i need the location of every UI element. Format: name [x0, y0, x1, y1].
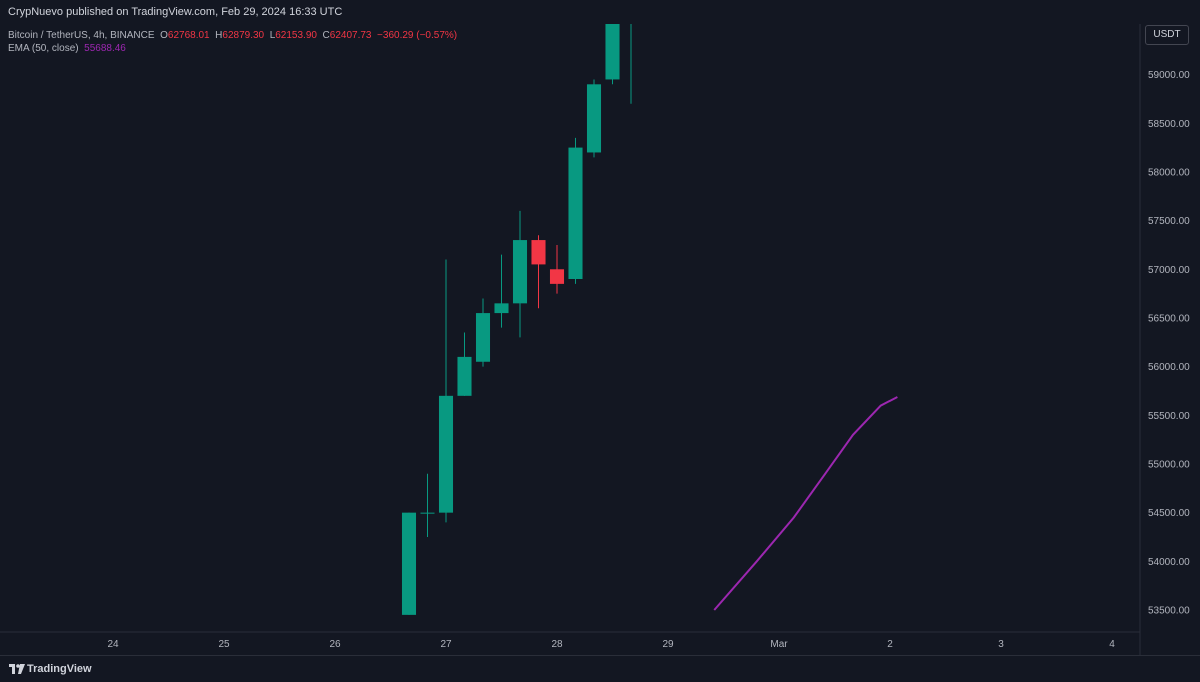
x-tick-label: 2 [887, 639, 893, 650]
candle-body[interactable] [512, 240, 528, 304]
x-tick-label: 3 [998, 639, 1004, 650]
y-tick-label: 54000.00 [1148, 557, 1190, 568]
candle-body[interactable] [475, 313, 491, 362]
candle-body[interactable] [457, 356, 472, 396]
price-chart[interactable]: 24 25 26 27 28 29 Mar 2 3 4 53500.00 54000.00 54500.… [0, 24, 1200, 655]
candle-body[interactable] [401, 512, 417, 615]
close-value: 62407.73 [329, 30, 372, 41]
x-tick-label: 27 [440, 639, 452, 650]
footer-brand: TradingView [27, 663, 92, 675]
y-tick-label: 58500.00 [1148, 119, 1190, 130]
symbol-legend-row[interactable]: Bitcoin / TetherUS, 4h, BINANCE O62768.0… [8, 29, 457, 42]
x-tick-label: Mar [770, 639, 788, 650]
high-label: H [215, 30, 223, 41]
high-value: 62879.30 [222, 30, 265, 41]
symbol-title: Bitcoin / TetherUS, 4h, BINANCE [8, 30, 155, 41]
y-tick-label: 57000.00 [1148, 265, 1190, 276]
ema-legend-row[interactable]: EMA (50, close) 55688.46 [8, 42, 457, 55]
x-tick-label: 4 [1109, 639, 1115, 650]
y-tick-label: 54500.00 [1148, 508, 1190, 519]
y-tick-label: 56000.00 [1148, 362, 1190, 373]
open-label: O [160, 30, 168, 41]
published-info: CrypNuevo published on TradingView.com, … [8, 6, 343, 18]
y-tick-label: 56500.00 [1148, 313, 1190, 324]
close-label: C [322, 30, 330, 41]
x-tick-label: 28 [551, 639, 563, 650]
ema-value: 55688.46 [84, 43, 126, 54]
change-value: −360.29 (−0.57%) [377, 30, 458, 41]
candle-body[interactable] [420, 512, 435, 514]
x-tick-label: 26 [329, 639, 341, 650]
y-tick-label: 53500.00 [1148, 606, 1190, 617]
y-tick-label: 58000.00 [1148, 167, 1190, 178]
chart-legend: Bitcoin / TetherUS, 4h, BINANCE O62768.0… [8, 29, 457, 55]
x-tick-label: 24 [107, 639, 119, 650]
currency-button[interactable]: USDT [1145, 25, 1189, 45]
y-tick-label: 59000.00 [1148, 70, 1190, 81]
tradingview-logo-icon [9, 664, 25, 674]
candle-body[interactable] [438, 395, 454, 513]
time-axis[interactable] [0, 632, 1200, 655]
candle-body[interactable] [605, 24, 620, 80]
candle-body[interactable] [549, 269, 565, 284]
low-label: L [269, 30, 276, 41]
candle-body[interactable] [531, 240, 546, 265]
y-tick-label: 55000.00 [1148, 459, 1190, 470]
footer: TradingView [0, 655, 1200, 682]
candle-body[interactable] [568, 147, 583, 280]
ema-label: EMA (50, close) [8, 43, 79, 54]
open-value: 62768.01 [167, 30, 210, 41]
top-bar: CrypNuevo published on TradingView.com, … [0, 0, 1200, 24]
candle-body[interactable] [494, 303, 509, 314]
y-tick-label: 55500.00 [1148, 411, 1190, 422]
low-value: 62153.90 [275, 30, 317, 41]
ema-line [713, 396, 898, 611]
x-tick-label: 29 [662, 639, 674, 650]
candle-body[interactable] [586, 84, 602, 153]
x-tick-label: 25 [218, 639, 230, 650]
y-tick-label: 57500.00 [1148, 216, 1190, 227]
